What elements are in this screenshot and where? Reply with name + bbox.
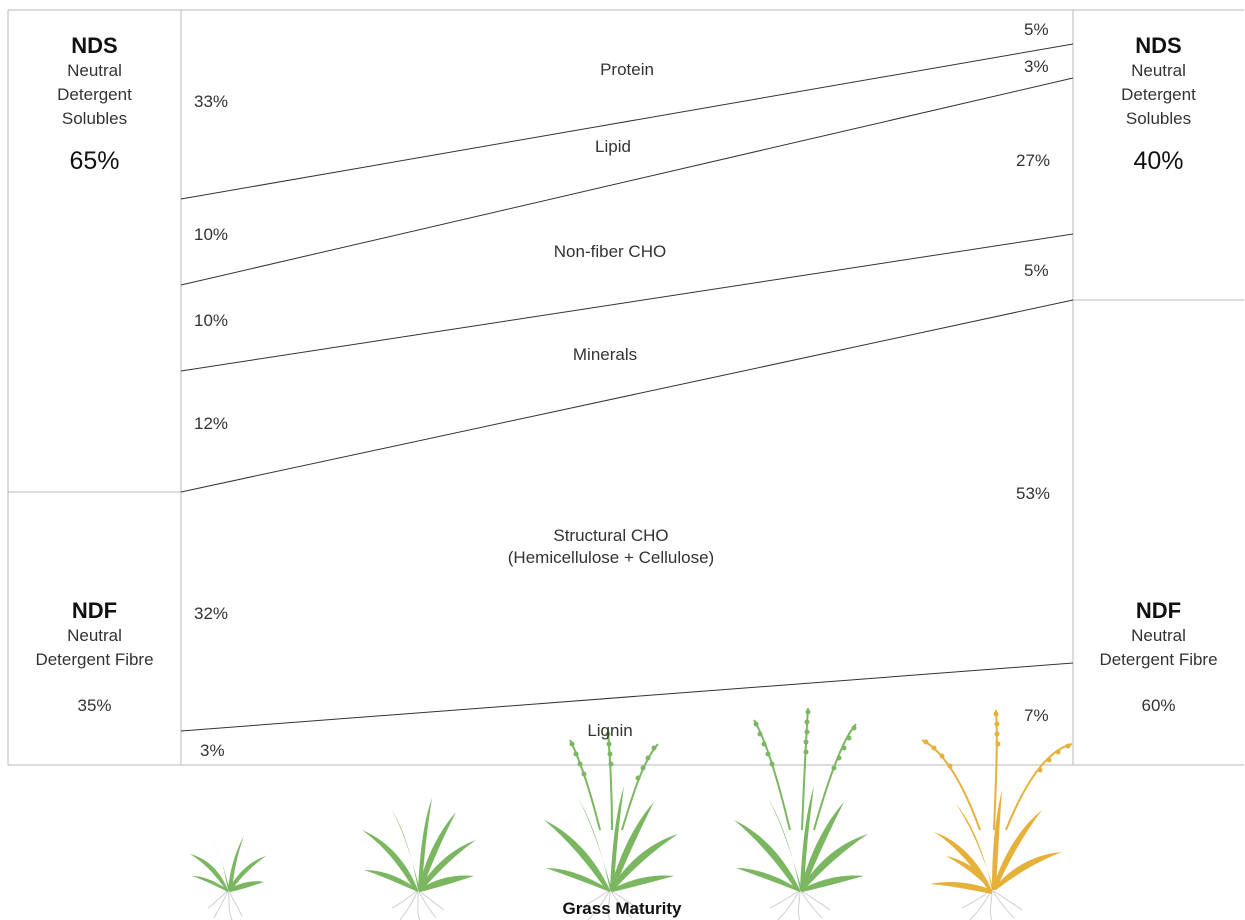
grass-stage-4-icon [734, 707, 868, 920]
right-nds-line1: Neutral [1131, 61, 1186, 80]
frame [7, 9, 1244, 766]
grass-maturity-caption: Grass Maturity [562, 899, 682, 918]
left-ndf-abbr: NDF [71, 598, 118, 623]
lipid-right-percent: 3% [1024, 57, 1049, 76]
left-ndf-line1: Neutral [67, 626, 122, 645]
band-boundaries [180, 43, 1074, 732]
protein-right-percent: 5% [1024, 20, 1049, 39]
grass-stage-3-icon [544, 729, 678, 920]
boundary-lipid-nonfiber [180, 77, 1074, 286]
right-ndf-line2: Detergent Fibre [1099, 650, 1218, 669]
protein-left-percent: 33% [194, 92, 229, 111]
minerals-left-percent: 12% [194, 414, 229, 433]
structural-left-percent: 32% [194, 604, 229, 623]
structural-right-percent: 53% [1016, 484, 1051, 503]
right-nds-line3: Solubles [1125, 109, 1192, 128]
right-nds-abbr: NDS [1135, 33, 1182, 58]
left-ndf-line2: Detergent Fibre [35, 650, 154, 669]
right-ndf-percent: 60% [1141, 696, 1176, 715]
right-nds-line2: Detergent [1121, 85, 1196, 104]
left-ndf-percent: 35% [77, 696, 112, 715]
right-ndf-block: NDF Neutral Detergent Fibre 60% [1073, 598, 1244, 718]
lipid-label: Lipid [595, 137, 631, 156]
nonfiber-label: Non-fiber CHO [553, 242, 667, 261]
boundary-protein-lipid [180, 43, 1074, 200]
left-ndf-block: NDF Neutral Detergent Fibre 35% [8, 598, 181, 718]
left-nds-line3: Solubles [61, 109, 128, 128]
grass-stage-1-icon [190, 836, 266, 920]
structural-label: Structural CHO [553, 526, 669, 545]
boundary-structural-lignin [180, 662, 1074, 732]
left-nds-line2: Detergent [57, 85, 132, 104]
left-nds-abbr: NDS [71, 33, 118, 58]
right-nds-percent: 40% [1133, 147, 1184, 175]
left-nds-block: NDS Neutral Detergent Solubles 65% [8, 33, 181, 175]
lignin-right-percent: 7% [1024, 706, 1049, 725]
grass-stage-2-icon [362, 798, 476, 920]
lignin-label: Lignin [587, 721, 633, 740]
lipid-left-percent: 10% [194, 225, 229, 244]
boundary-nonfiber-minerals [180, 233, 1074, 372]
right-nds-block: NDS Neutral Detergent Solubles 40% [1073, 33, 1244, 175]
boundary-minerals-structural [180, 299, 1074, 493]
nonfiber-right-percent: 27% [1016, 151, 1051, 170]
lignin-left-percent: 3% [200, 741, 225, 760]
minerals-label: Minerals [572, 345, 638, 364]
left-nds-percent: 65% [69, 147, 120, 175]
minerals-right-percent: 5% [1024, 261, 1049, 280]
structural-sublabel: (Hemicellulose + Cellulose) [507, 548, 715, 567]
right-ndf-abbr: NDF [1135, 598, 1182, 623]
grass-stage-5-icon [921, 709, 1073, 920]
left-nds-line1: Neutral [67, 61, 122, 80]
protein-label: Protein [600, 60, 654, 79]
nonfiber-left-percent: 10% [194, 311, 229, 330]
right-ndf-line1: Neutral [1131, 626, 1186, 645]
